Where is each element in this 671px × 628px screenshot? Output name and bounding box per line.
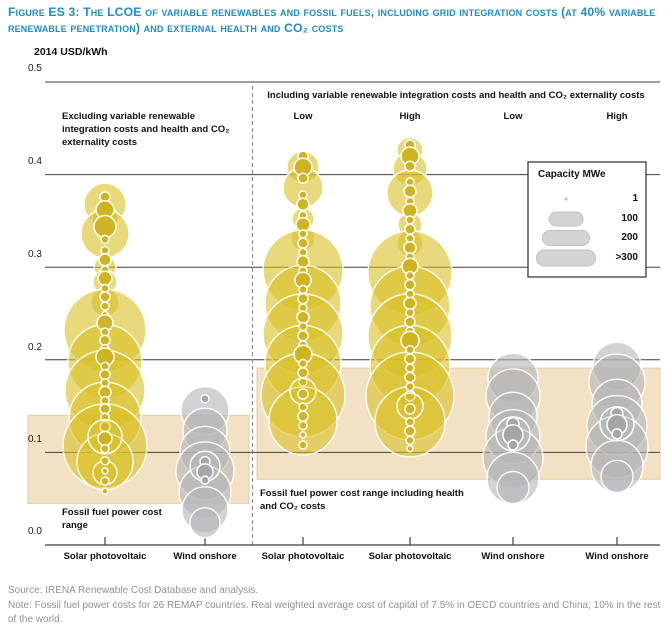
figure-footnote: Source: IRENA Renewable Cost Database an… (8, 584, 668, 628)
x-label-wind-low: Wind onshore (481, 551, 545, 562)
x-label-solar-pv-excl: Solar photovoltaic (63, 551, 147, 562)
note-line: Note: Fossil fuel power costs for 26 REM… (8, 599, 661, 626)
y-tick-0.2: 0.2 (28, 342, 42, 353)
y-tick-0.5: 0.5 (28, 63, 42, 74)
legend-title: Capacity MWe (538, 169, 606, 180)
x-label-wind-excl: Wind onshore (173, 551, 237, 562)
source-line: Source: IRENA Renewable Cost Database an… (8, 585, 259, 596)
legend-value-1: 1 (632, 193, 638, 204)
y-tick-0.3: 0.3 (28, 249, 42, 260)
y-tick-0.1: 0.1 (28, 434, 42, 445)
legend-value-200: 200 (621, 232, 638, 243)
scenario-label-wind-high: High (606, 111, 628, 122)
figure-title: Figure ES 3: The LCOE of variable renewa… (8, 5, 656, 36)
left-band-label: Fossil fuel power cost range (62, 507, 162, 531)
y-tick-0.4: 0.4 (28, 156, 42, 167)
right-band-label: Fossil fuel power cost range including h… (260, 488, 464, 512)
legend-value-300: >300 (615, 252, 638, 263)
y-tick-0.0: 0.0 (28, 526, 42, 537)
legend-value-100: 100 (621, 213, 638, 224)
left-section-label: Excluding variable renewable integration… (62, 111, 230, 148)
scenario-label-solar-low: Low (293, 111, 313, 122)
x-label-solar-pv-high: Solar photovoltaic (368, 551, 452, 562)
scenario-label-solar-high: High (399, 111, 421, 122)
right-section-label: Including variable renewable integration… (267, 90, 645, 101)
x-label-solar-pv-low: Solar photovoltaic (261, 551, 345, 562)
x-label-wind-high: Wind onshore (585, 551, 649, 562)
y-axis-unit-label: 2014 USD/kWh (34, 46, 108, 58)
scenario-label-wind-low: Low (503, 111, 523, 122)
